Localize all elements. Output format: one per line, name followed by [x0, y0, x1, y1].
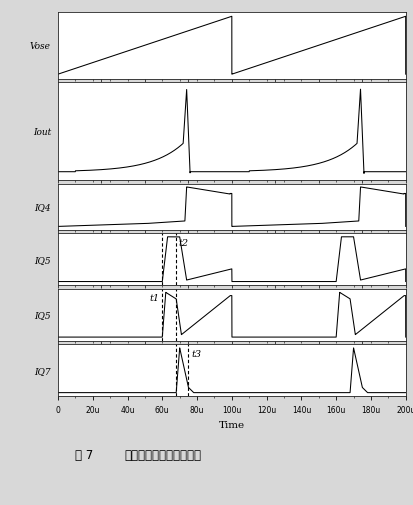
- X-axis label: Time: Time: [218, 420, 244, 429]
- Text: 斜坡补偿电路的仿真波形: 斜坡补偿电路的仿真波形: [124, 448, 201, 461]
- Text: t2: t2: [178, 238, 188, 247]
- Y-axis label: Vose: Vose: [30, 41, 51, 51]
- Text: t3: t3: [190, 349, 201, 358]
- Y-axis label: IQ5: IQ5: [34, 255, 51, 264]
- Y-axis label: IQ5: IQ5: [34, 311, 51, 320]
- Y-axis label: Iout: Iout: [33, 128, 51, 136]
- Y-axis label: IQ7: IQ7: [34, 366, 51, 375]
- Text: 图 7: 图 7: [74, 448, 93, 461]
- Text: t1: t1: [149, 293, 159, 302]
- Y-axis label: IQ4: IQ4: [34, 203, 51, 212]
